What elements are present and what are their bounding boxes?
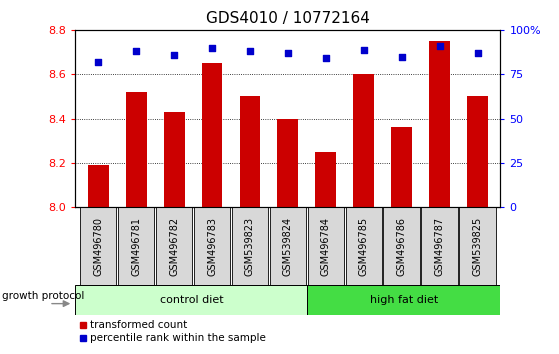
Bar xyxy=(75,285,307,315)
Point xyxy=(207,45,216,51)
Bar xyxy=(80,207,116,285)
Text: GSM539825: GSM539825 xyxy=(472,216,482,276)
Legend: transformed count, percentile rank within the sample: transformed count, percentile rank withi… xyxy=(80,320,266,343)
Point xyxy=(359,47,368,52)
Bar xyxy=(126,92,146,207)
Point xyxy=(283,50,292,56)
Bar xyxy=(164,112,184,207)
Bar xyxy=(421,207,458,285)
Text: high fat diet: high fat diet xyxy=(369,295,438,305)
Text: GSM496783: GSM496783 xyxy=(207,217,217,275)
Bar xyxy=(307,285,500,315)
Point xyxy=(397,54,406,59)
Bar xyxy=(429,41,450,207)
Bar xyxy=(118,207,154,285)
Text: GSM539824: GSM539824 xyxy=(283,216,293,276)
Bar xyxy=(467,97,488,207)
Bar xyxy=(239,97,260,207)
Bar xyxy=(353,74,374,207)
Bar xyxy=(202,63,222,207)
Bar xyxy=(345,207,382,285)
Point xyxy=(473,50,482,56)
Bar xyxy=(383,207,420,285)
Point xyxy=(321,56,330,61)
Bar xyxy=(232,207,268,285)
Text: control diet: control diet xyxy=(159,295,223,305)
Text: GSM496782: GSM496782 xyxy=(169,216,179,276)
Text: GSM496781: GSM496781 xyxy=(131,217,141,275)
Bar xyxy=(277,119,299,207)
Bar xyxy=(391,127,412,207)
Title: GDS4010 / 10772164: GDS4010 / 10772164 xyxy=(206,11,370,26)
Bar xyxy=(315,152,337,207)
Text: GSM496780: GSM496780 xyxy=(93,217,103,275)
Text: GSM496787: GSM496787 xyxy=(434,216,444,276)
Text: GSM496785: GSM496785 xyxy=(359,216,369,276)
Bar xyxy=(307,207,344,285)
Text: GSM496786: GSM496786 xyxy=(397,217,407,275)
Text: growth protocol: growth protocol xyxy=(2,291,84,301)
Text: GSM496784: GSM496784 xyxy=(321,217,331,275)
Bar xyxy=(459,207,496,285)
Point xyxy=(169,52,178,58)
Bar xyxy=(156,207,192,285)
Text: GSM539823: GSM539823 xyxy=(245,216,255,276)
Point xyxy=(245,48,254,54)
Bar xyxy=(88,165,108,207)
Bar xyxy=(269,207,306,285)
Point xyxy=(94,59,103,65)
Point xyxy=(132,48,141,54)
Bar xyxy=(194,207,230,285)
Point xyxy=(435,43,444,49)
